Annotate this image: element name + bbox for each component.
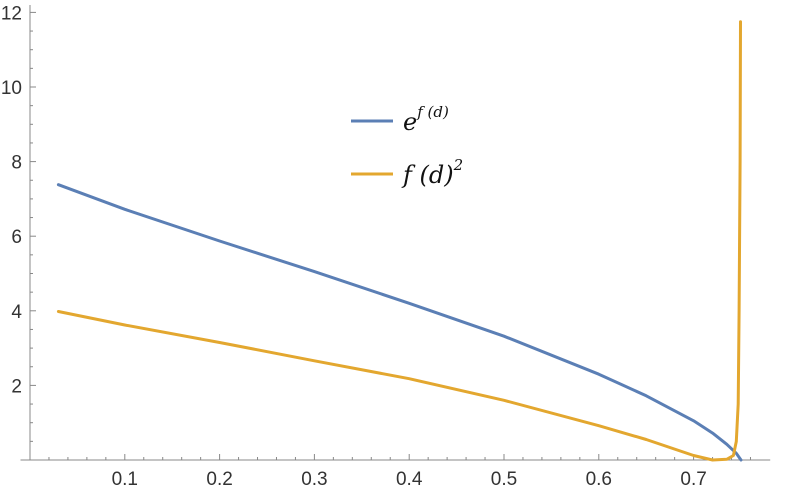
series-line-1 (56, 183, 743, 462)
x-tick-label: 0.3 (301, 469, 327, 490)
y-tick-label: 10 (1, 78, 22, 99)
legend-label-superscript: f (d) (416, 103, 449, 121)
x-tick-label: 0.6 (586, 469, 612, 490)
legend-label-base: f (d) (401, 161, 454, 189)
y-tick-label: 8 (11, 153, 22, 174)
legend-label-2: f (d)2 (401, 156, 463, 189)
legend-label-1: ef (d) (403, 103, 449, 136)
series-group (56, 20, 743, 462)
y-tick-label: 4 (11, 302, 22, 323)
legend-label-superscript: 2 (453, 156, 464, 174)
axes: 0.1 0.2 0.3 0.4 0.5 0.6 0.7 2 4 6 8 10 12 (1, 3, 771, 490)
y-tick-label: 12 (1, 3, 22, 24)
x-tick-label: 0.7 (680, 469, 706, 490)
y-tick-label: 2 (11, 376, 22, 397)
x-tick-label: 0.5 (491, 469, 517, 490)
legend: ef (d)f (d)2 (351, 103, 463, 189)
legend-label-base: e (403, 108, 417, 136)
series-line-2 (56, 20, 742, 462)
x-tick-label: 0.1 (112, 469, 138, 490)
x-tick-label: 0.2 (206, 469, 232, 490)
x-tick-label: 0.4 (396, 469, 423, 490)
y-tick-label: 6 (11, 227, 22, 248)
